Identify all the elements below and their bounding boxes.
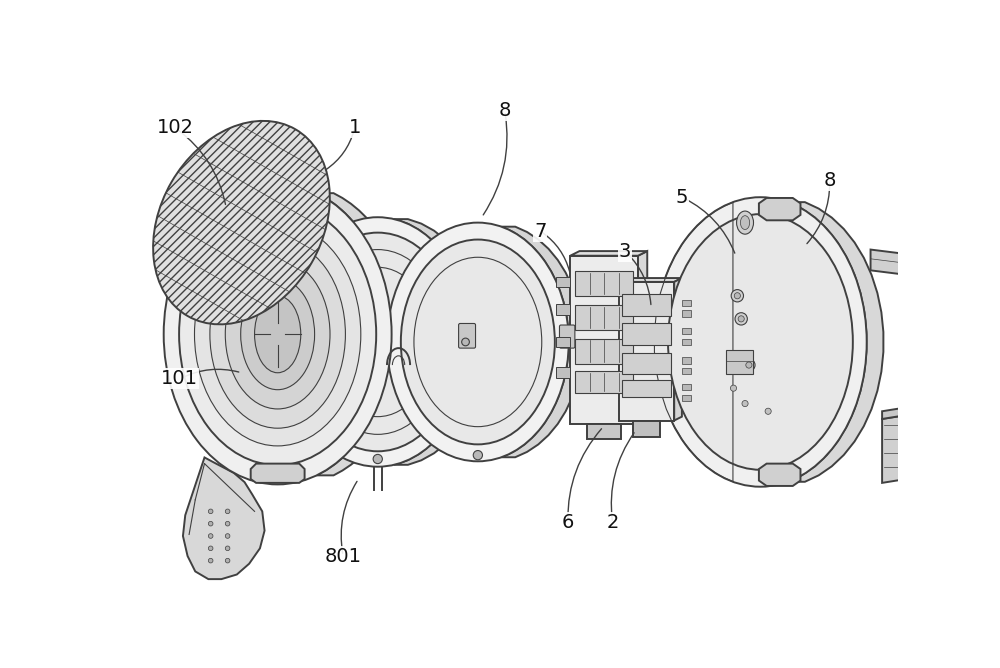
Bar <box>682 357 691 363</box>
Polygon shape <box>251 464 305 483</box>
Polygon shape <box>638 251 647 424</box>
Bar <box>682 328 691 334</box>
Circle shape <box>208 546 213 550</box>
Circle shape <box>373 454 382 464</box>
Polygon shape <box>674 278 682 420</box>
Ellipse shape <box>737 211 754 234</box>
Circle shape <box>746 362 752 368</box>
Polygon shape <box>394 219 485 465</box>
Text: 7: 7 <box>534 222 546 240</box>
Ellipse shape <box>740 216 750 230</box>
Circle shape <box>208 521 213 526</box>
FancyBboxPatch shape <box>459 323 476 348</box>
Polygon shape <box>759 464 800 486</box>
Polygon shape <box>619 282 674 420</box>
Polygon shape <box>556 367 570 378</box>
Text: 8: 8 <box>824 171 836 190</box>
Polygon shape <box>726 349 753 374</box>
Bar <box>682 339 691 345</box>
Text: 101: 101 <box>161 369 198 388</box>
Circle shape <box>208 558 213 563</box>
Circle shape <box>731 290 744 302</box>
Polygon shape <box>759 198 800 220</box>
Polygon shape <box>882 413 921 483</box>
Ellipse shape <box>179 203 376 465</box>
Polygon shape <box>575 305 633 329</box>
Ellipse shape <box>401 240 555 444</box>
Polygon shape <box>251 186 305 205</box>
Circle shape <box>742 401 748 407</box>
Ellipse shape <box>284 217 472 467</box>
Circle shape <box>225 534 230 538</box>
Bar <box>682 300 691 306</box>
Ellipse shape <box>654 197 867 487</box>
Polygon shape <box>556 304 570 315</box>
Polygon shape <box>882 405 921 419</box>
Circle shape <box>730 385 737 391</box>
Circle shape <box>225 558 230 563</box>
Ellipse shape <box>296 232 459 452</box>
Ellipse shape <box>677 205 877 479</box>
Polygon shape <box>556 337 570 347</box>
Polygon shape <box>871 250 901 274</box>
Circle shape <box>208 509 213 514</box>
Bar <box>682 368 691 374</box>
Text: 5: 5 <box>676 188 688 206</box>
Ellipse shape <box>387 222 569 462</box>
Polygon shape <box>622 323 671 345</box>
Polygon shape <box>587 424 621 439</box>
Polygon shape <box>622 353 671 374</box>
Text: 6: 6 <box>562 514 574 532</box>
Ellipse shape <box>164 184 392 484</box>
Polygon shape <box>570 256 638 424</box>
Ellipse shape <box>194 222 361 446</box>
Circle shape <box>208 534 213 538</box>
Circle shape <box>743 359 755 371</box>
Text: 2: 2 <box>606 514 619 532</box>
Circle shape <box>462 338 469 346</box>
Polygon shape <box>183 458 265 579</box>
Bar <box>682 311 691 317</box>
Text: 102: 102 <box>157 118 194 138</box>
Text: 8: 8 <box>499 102 511 120</box>
Circle shape <box>225 546 230 550</box>
Bar <box>682 384 691 391</box>
Circle shape <box>735 313 747 325</box>
Text: 3: 3 <box>619 242 631 261</box>
Text: 1: 1 <box>348 118 361 138</box>
Text: 801: 801 <box>325 546 362 566</box>
Ellipse shape <box>153 121 330 325</box>
Circle shape <box>738 316 744 322</box>
Ellipse shape <box>255 296 301 373</box>
Polygon shape <box>501 226 582 457</box>
Polygon shape <box>633 420 660 438</box>
Circle shape <box>225 521 230 526</box>
Ellipse shape <box>225 260 330 409</box>
Circle shape <box>225 509 230 514</box>
Ellipse shape <box>210 240 345 428</box>
Bar <box>682 395 691 401</box>
Polygon shape <box>622 381 671 397</box>
Polygon shape <box>619 278 682 282</box>
Polygon shape <box>556 277 570 287</box>
Ellipse shape <box>241 279 315 389</box>
FancyBboxPatch shape <box>559 325 575 348</box>
Circle shape <box>734 293 740 299</box>
Circle shape <box>765 408 771 414</box>
Polygon shape <box>788 202 883 482</box>
Polygon shape <box>317 193 408 476</box>
Polygon shape <box>622 294 671 316</box>
Polygon shape <box>570 251 647 256</box>
Ellipse shape <box>668 214 853 470</box>
Polygon shape <box>575 271 633 296</box>
Polygon shape <box>575 371 633 393</box>
Circle shape <box>473 450 482 460</box>
Polygon shape <box>575 339 633 363</box>
